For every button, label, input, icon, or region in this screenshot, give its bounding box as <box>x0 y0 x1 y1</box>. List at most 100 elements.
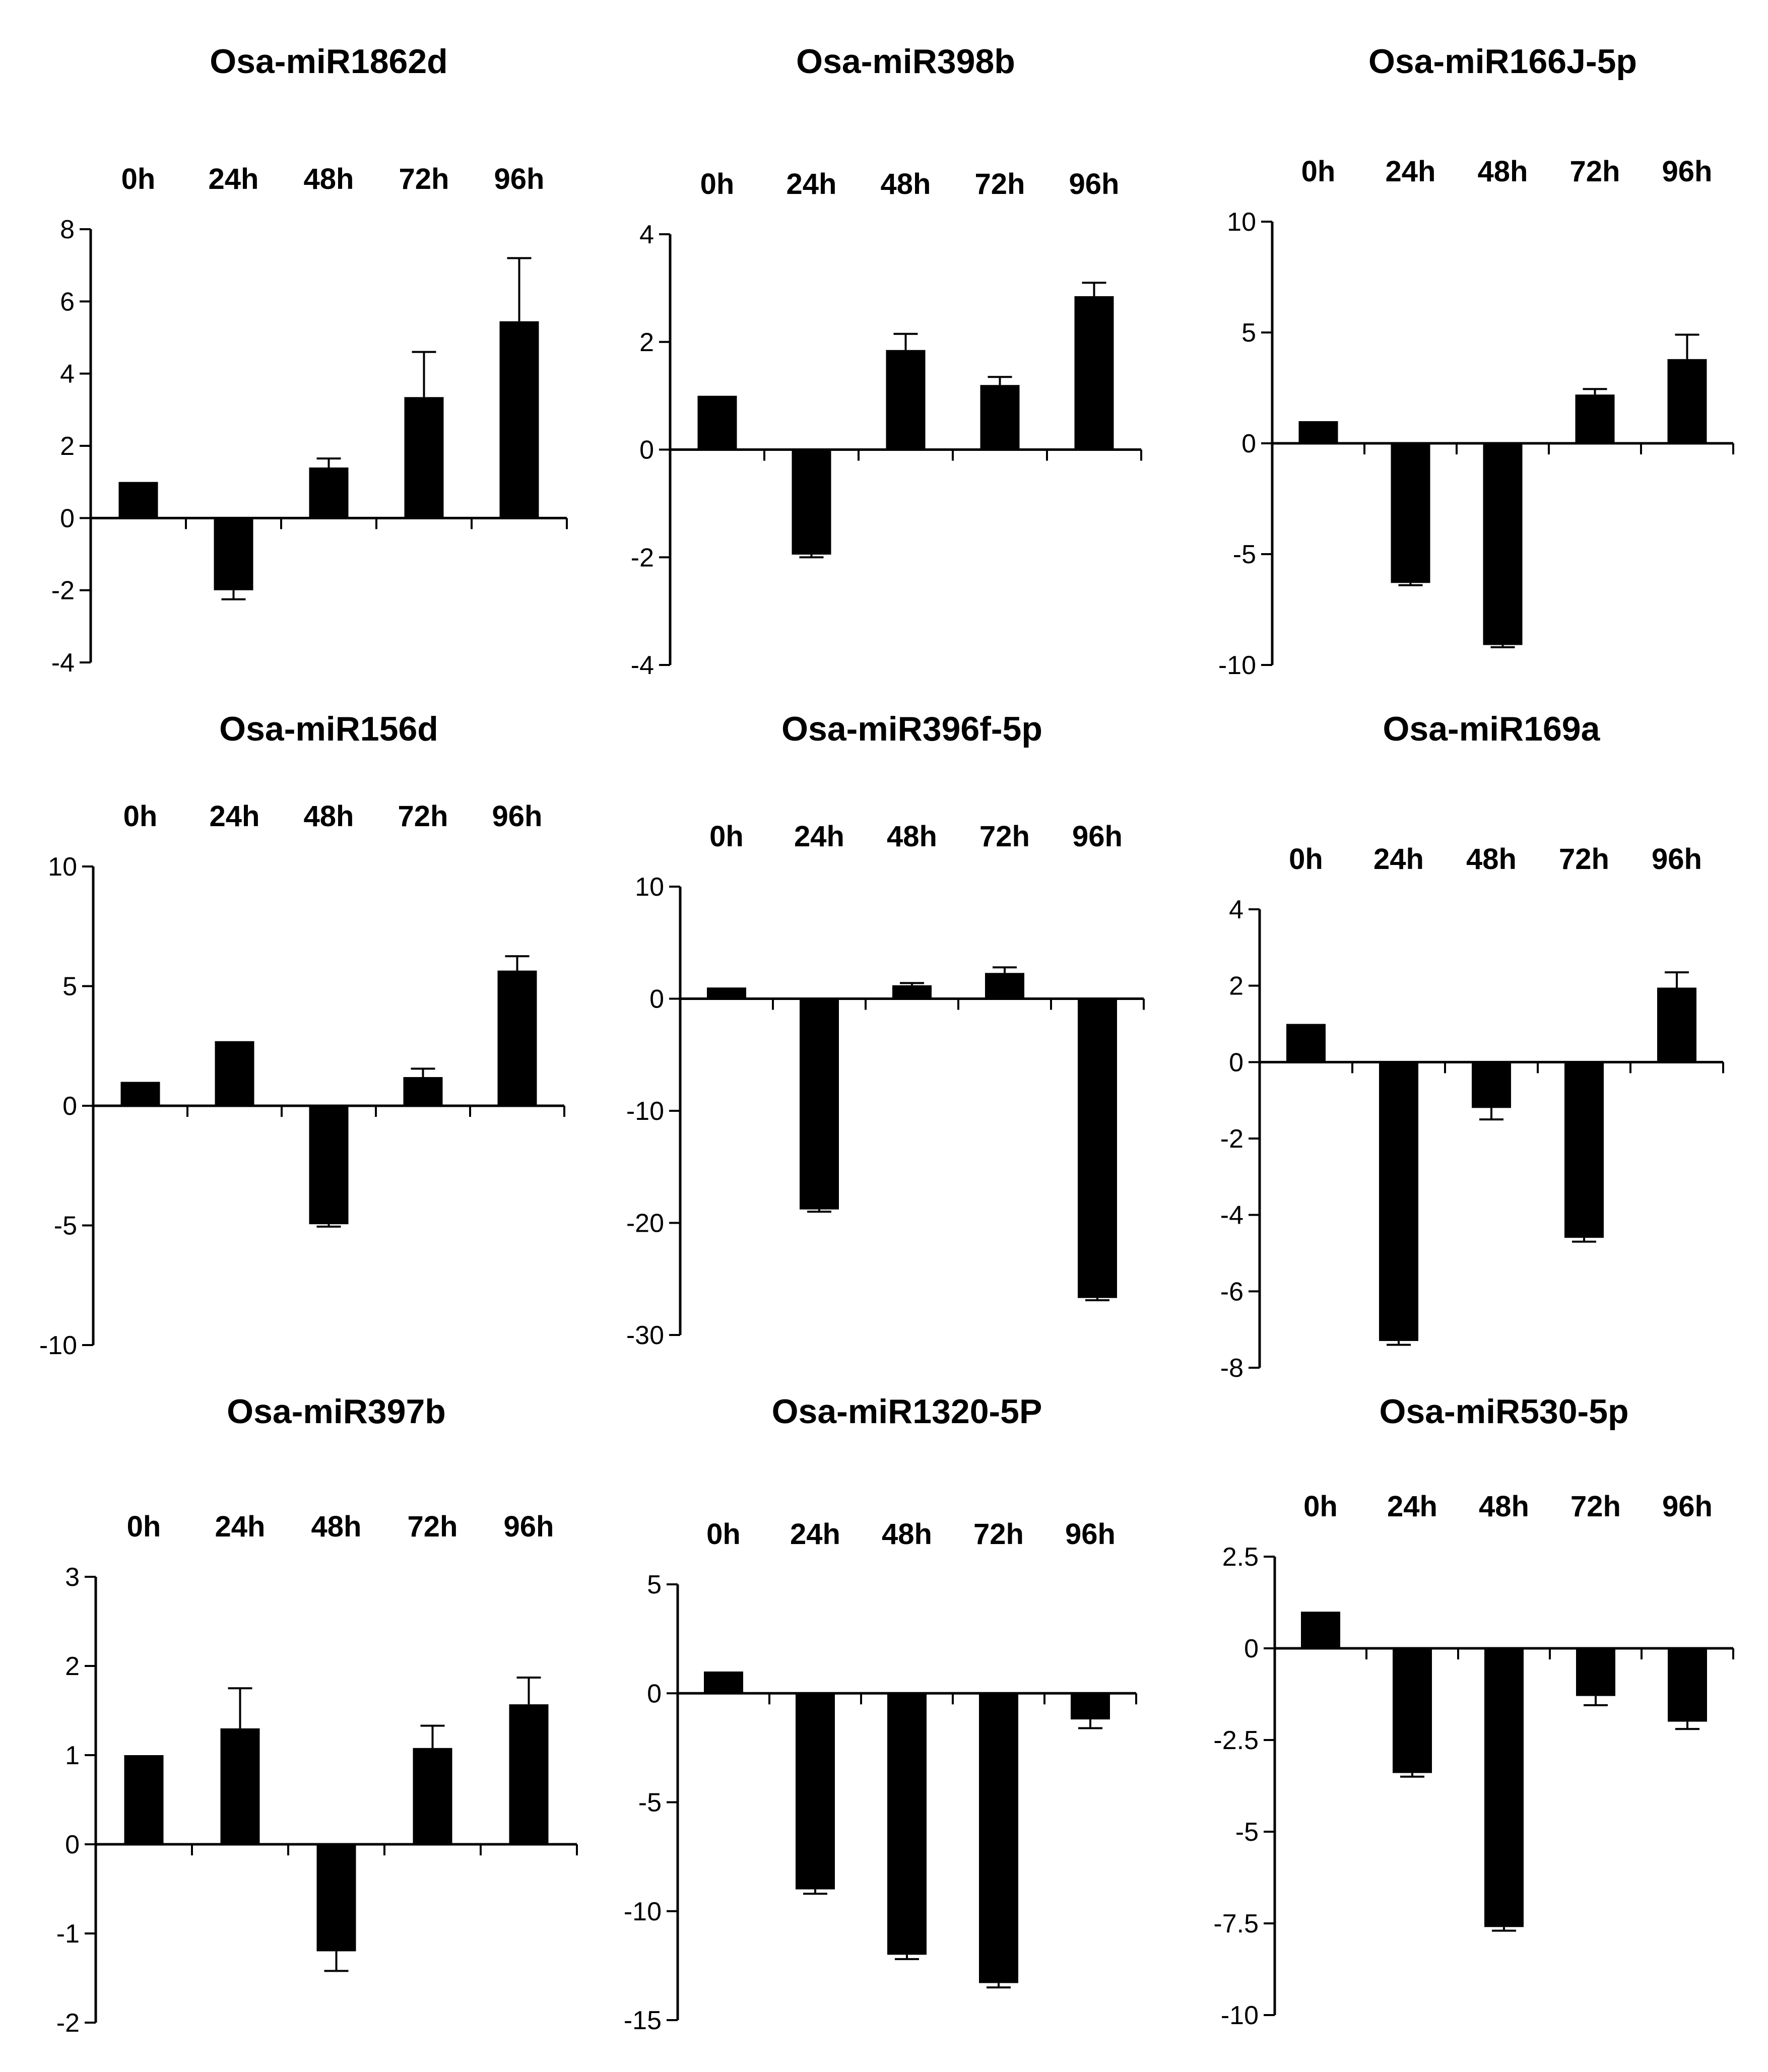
y-tick-label: -2.5 <box>1213 1726 1259 1755</box>
chart-title: Osa-miR397b <box>227 1392 446 1431</box>
bar <box>1379 1062 1418 1341</box>
y-tick-label: 2 <box>639 328 654 357</box>
y-tick-label: 3 <box>65 1563 80 1592</box>
y-tick-label: -4 <box>631 651 654 680</box>
category-label: 72h <box>1570 1490 1621 1523</box>
bar <box>1301 1612 1340 1648</box>
y-tick-label: 4 <box>639 220 654 249</box>
bar <box>1472 1062 1511 1108</box>
category-label: 96h <box>1652 843 1702 876</box>
category-label: 0h <box>1301 155 1336 188</box>
category-label: 0h <box>121 163 156 195</box>
category-label: 0h <box>700 168 735 200</box>
bar <box>980 385 1020 450</box>
bar <box>1286 1024 1326 1062</box>
bar <box>1564 1062 1604 1238</box>
y-tick-label: 0 <box>647 1679 662 1708</box>
category-label: 24h <box>1373 843 1424 876</box>
chart-title: Osa-miR530-5p <box>1379 1392 1628 1431</box>
category-label: 24h <box>209 163 259 195</box>
bar <box>697 395 737 450</box>
bar <box>120 1082 160 1106</box>
chart-title: Osa-miR398b <box>796 42 1015 81</box>
category-label: 72h <box>1559 843 1609 876</box>
category-label: 48h <box>304 163 354 195</box>
y-tick-label: -10 <box>626 1097 664 1126</box>
bar <box>1391 443 1430 583</box>
bar <box>985 973 1024 999</box>
bar <box>892 985 932 999</box>
bar <box>800 998 839 1210</box>
bar <box>1074 296 1114 450</box>
bar <box>1078 998 1117 1298</box>
category-label: 72h <box>973 1518 1024 1551</box>
y-tick-label: 10 <box>48 852 77 882</box>
category-label: 72h <box>975 168 1025 200</box>
category-label: 72h <box>979 820 1030 853</box>
y-tick-label: -30 <box>626 1321 664 1350</box>
category-label: 0h <box>1303 1490 1338 1523</box>
y-tick-label: -2 <box>51 576 75 606</box>
y-tick-label: -15 <box>624 2006 662 2035</box>
y-tick-label: 0 <box>65 1830 80 1859</box>
category-label: 96h <box>1072 820 1123 853</box>
y-tick-label: 0 <box>1229 1048 1243 1077</box>
category-label: 96h <box>492 800 543 833</box>
y-tick-label: 2 <box>60 432 75 461</box>
y-tick-label: 6 <box>60 287 75 316</box>
category-label: 48h <box>887 820 937 853</box>
bar <box>509 1704 549 1844</box>
y-tick-label: -5 <box>54 1212 77 1241</box>
bar <box>1576 1648 1615 1696</box>
category-label: 0h <box>1289 843 1323 876</box>
bar <box>792 449 831 555</box>
bar <box>499 321 539 518</box>
category-label: 0h <box>709 820 744 853</box>
category-label: 48h <box>881 168 931 200</box>
y-tick-label: -5 <box>1235 1818 1259 1847</box>
bar <box>1667 359 1707 443</box>
category-label: 96h <box>1065 1518 1116 1551</box>
chart-panel-2: Osa-miR398b -4 -2 0 2 4 0h 24h 48h 72h 96h <box>631 42 1142 680</box>
chart-title: Osa-miR156d <box>219 710 438 748</box>
y-tick-label: -8 <box>1220 1354 1243 1383</box>
y-tick-label: 2 <box>65 1652 80 1681</box>
category-label: 72h <box>1570 155 1620 188</box>
bar <box>214 518 253 590</box>
category-label: 24h <box>1387 1490 1437 1523</box>
bar <box>1393 1648 1432 1773</box>
category-label: 0h <box>127 1510 161 1543</box>
bar <box>1484 1648 1524 1927</box>
category-label: 48h <box>304 800 354 833</box>
y-tick-label: 5 <box>62 972 77 1001</box>
y-tick-label: -2 <box>56 2009 80 2038</box>
y-tick-label: -4 <box>51 648 75 678</box>
chart-panel-4: Osa-miR156d -10 -5 0 5 10 0h 24h 48h 72h 96h <box>39 710 565 1360</box>
bar <box>497 970 537 1106</box>
category-label: 96h <box>504 1510 554 1543</box>
bar <box>404 397 444 518</box>
chart-title: Osa-miR396f-5p <box>781 710 1042 748</box>
bar <box>309 1106 349 1225</box>
chart-title: Osa-miR1320-5P <box>772 1392 1042 1431</box>
bar <box>886 350 926 450</box>
chart-panel-6: Osa-miR169a -8 -6 -4 -2 0 2 4 0h 24h 48h 72h 96h <box>1220 710 1724 1383</box>
y-tick-label: 0 <box>1244 1634 1259 1663</box>
y-tick-label: -6 <box>1220 1277 1243 1306</box>
bar <box>704 1672 743 1694</box>
y-tick-label: -10 <box>1218 651 1256 680</box>
chart-title: Osa-miR1862d <box>210 42 447 81</box>
y-tick-label: 4 <box>60 360 75 389</box>
bar <box>979 1693 1018 1983</box>
category-label: 48h <box>1478 155 1528 188</box>
chart-panel-7: Osa-miR397b -2 -1 0 1 2 3 0h 24h 48h 72h 96h <box>56 1392 578 2038</box>
y-tick-label: 8 <box>60 215 75 244</box>
y-tick-label: 10 <box>635 873 664 902</box>
y-tick-label: 0 <box>60 504 75 533</box>
y-tick-label: -7.5 <box>1213 1909 1259 1939</box>
bar <box>1668 1648 1707 1722</box>
chart-panel-1: Osa-miR1862d -4 -2 0 2 4 6 8 0h 24h 48h 72h 96h <box>51 42 568 678</box>
bar <box>403 1077 443 1106</box>
category-label: 24h <box>790 1518 840 1551</box>
